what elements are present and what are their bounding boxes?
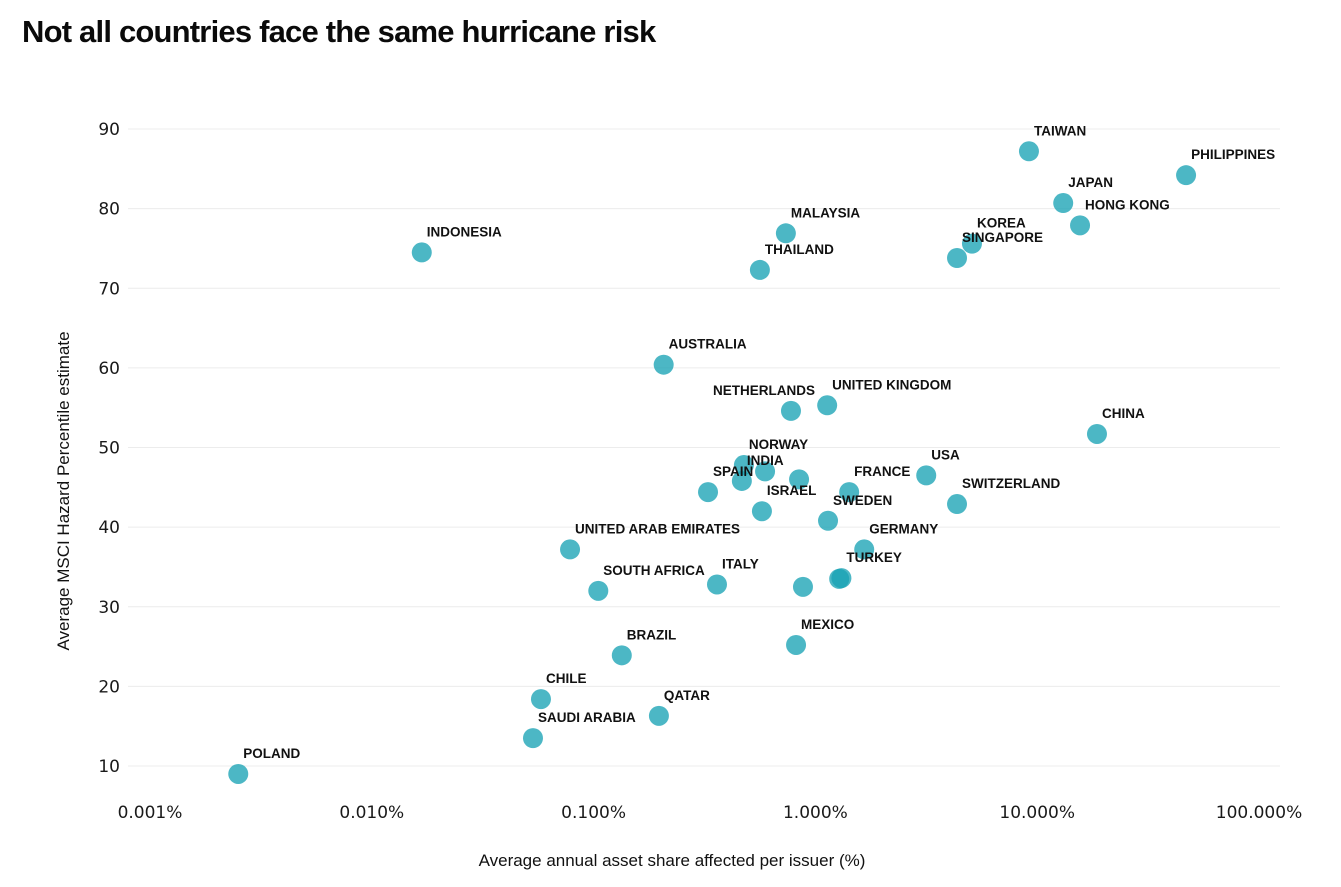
- point-label: CHILE: [546, 671, 587, 686]
- data-point-netherlands[interactable]: [780, 400, 801, 421]
- y-tick-label: 70: [98, 279, 120, 299]
- data-point-malaysia[interactable]: [775, 223, 796, 244]
- y-tick-label: 50: [98, 439, 120, 459]
- y-axis-ticks: 10 20 30 40 50 60 70 80 90: [98, 120, 120, 777]
- data-point-china[interactable]: [1086, 423, 1107, 444]
- data-point-hong-kong[interactable]: [1070, 215, 1091, 236]
- data-point-philippines[interactable]: [1176, 165, 1197, 186]
- data-point-chile[interactable]: [530, 689, 551, 710]
- point-label: SWEDEN: [833, 493, 892, 508]
- point-label: INDIA: [747, 453, 784, 468]
- y-tick-label: 30: [98, 598, 120, 618]
- data-point-switzerland[interactable]: [947, 494, 968, 515]
- x-tick-label: 1.000%: [783, 803, 848, 823]
- data-point-saudi-arabia[interactable]: [522, 728, 543, 749]
- point-label: UNITED KINGDOM: [832, 377, 951, 392]
- y-tick-label: 10: [98, 757, 120, 777]
- point-label: SAUDI ARABIA: [538, 710, 636, 725]
- data-point-qatar[interactable]: [648, 705, 669, 726]
- data-point-germany[interactable]: [854, 539, 875, 560]
- y-tick-label: 40: [98, 518, 120, 538]
- x-tick-label: 0.001%: [118, 803, 183, 823]
- data-point-indonesia[interactable]: [411, 242, 432, 263]
- point-label: SINGAPORE: [962, 230, 1043, 245]
- y-tick-label: 60: [98, 359, 120, 379]
- data-point-south-africa[interactable]: [588, 580, 609, 601]
- data-points: [228, 141, 1197, 784]
- data-point-turkey[interactable]: [831, 568, 852, 589]
- point-label: JAPAN: [1068, 175, 1113, 190]
- x-axis-title: Average annual asset share affected per …: [479, 851, 866, 870]
- y-tick-label: 90: [98, 120, 120, 140]
- point-label: KOREA: [977, 216, 1026, 231]
- point-label: INDONESIA: [427, 224, 502, 239]
- data-point[interactable]: [792, 576, 813, 597]
- data-point-norway[interactable]: [733, 455, 754, 476]
- point-label: ISRAEL: [767, 483, 817, 498]
- point-label: TURKEY: [846, 550, 902, 565]
- point-label: NETHERLANDS: [713, 383, 815, 398]
- point-label: POLAND: [243, 746, 300, 761]
- point-label: QATAR: [664, 688, 710, 703]
- data-point[interactable]: [755, 461, 776, 482]
- point-label: SOUTH AFRICA: [603, 563, 705, 578]
- data-point-japan[interactable]: [1053, 193, 1074, 214]
- chart-title: Not all countries face the same hurrican…: [22, 14, 656, 49]
- point-label: NORWAY: [749, 437, 808, 452]
- data-point-australia[interactable]: [653, 354, 674, 375]
- data-point-united-arab-emirates[interactable]: [560, 539, 581, 560]
- x-axis-ticks: 0.001% 0.010% 0.100% 1.000% 10.000% 100.000%: [118, 803, 1303, 823]
- point-label: TAIWAN: [1034, 123, 1086, 138]
- point-label: AUSTRALIA: [669, 337, 747, 352]
- x-tick-label: 100.000%: [1216, 803, 1302, 823]
- point-label: SPAIN: [713, 464, 753, 479]
- x-tick-label: 0.100%: [561, 803, 626, 823]
- point-label: UNITED ARAB EMIRATES: [575, 521, 740, 536]
- data-point-italy[interactable]: [706, 574, 727, 595]
- point-label: BRAZIL: [627, 627, 677, 642]
- x-tick-label: 10.000%: [999, 803, 1075, 823]
- data-point-india[interactable]: [731, 470, 752, 491]
- data-point-poland[interactable]: [228, 763, 249, 784]
- data-point-taiwan[interactable]: [1018, 141, 1039, 162]
- data-point-thailand[interactable]: [749, 259, 770, 280]
- data-point-sweden[interactable]: [818, 510, 839, 531]
- data-point-brazil[interactable]: [611, 645, 632, 666]
- data-point-united-kingdom[interactable]: [817, 395, 838, 416]
- point-labels: TAIWAN PHILIPPINES JAPAN HONG KONG KOREASING…: [243, 123, 1275, 761]
- data-point-mexico[interactable]: [786, 634, 807, 655]
- data-point-usa[interactable]: [916, 465, 937, 486]
- data-point-spain[interactable]: [698, 482, 719, 503]
- gridlines: [128, 128, 1280, 767]
- point-label: PHILIPPINES: [1191, 147, 1275, 162]
- point-label: ITALY: [722, 556, 759, 571]
- data-point-france[interactable]: [839, 482, 860, 503]
- y-axis-title: Average MSCI Hazard Percentile estimate: [54, 331, 73, 650]
- point-label: MEXICO: [801, 617, 854, 632]
- point-label: SWITZERLAND: [962, 476, 1060, 491]
- point-label: HONG KONG: [1085, 197, 1170, 212]
- point-label: THAILAND: [765, 242, 834, 257]
- data-point-korea[interactable]: [961, 233, 982, 254]
- y-tick-label: 80: [98, 200, 120, 220]
- x-tick-label: 0.010%: [339, 803, 404, 823]
- data-point[interactable]: [789, 469, 810, 490]
- y-tick-label: 20: [98, 677, 120, 697]
- point-label: FRANCE: [854, 464, 910, 479]
- data-point-singapore[interactable]: [947, 247, 968, 268]
- point-label: USA: [931, 447, 960, 462]
- point-label: MALAYSIA: [791, 205, 861, 220]
- point-label: CHINA: [1102, 406, 1145, 421]
- point-label: GERMANY: [869, 521, 938, 536]
- data-point-israel[interactable]: [751, 501, 772, 522]
